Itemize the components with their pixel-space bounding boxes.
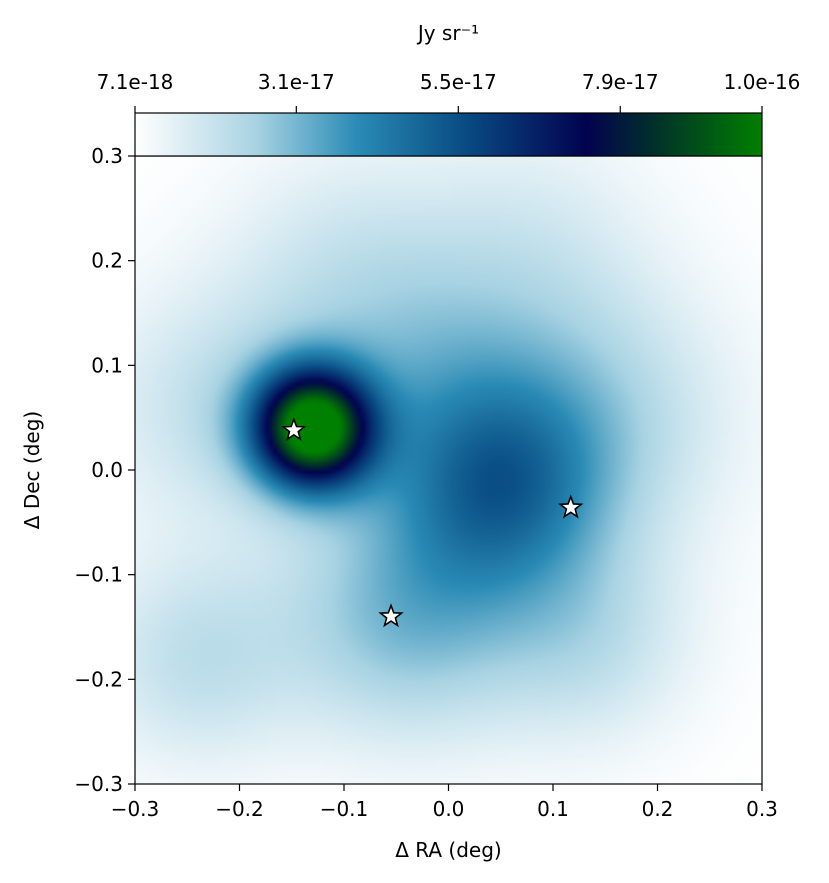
x-tick-label: −0.3	[111, 797, 160, 821]
y-axis-label: Δ Dec (deg)	[20, 411, 44, 529]
star-marker-1	[281, 416, 307, 441]
star-marker-2	[558, 494, 584, 519]
y-axis-ticks: −0.3 −0.2 −0.1 0.0 0.1 0.2 0.3	[74, 144, 135, 796]
colorbar-tick-label: 3.1e-17	[258, 70, 335, 94]
x-tick-label: 0.2	[642, 797, 674, 821]
y-tick-label: −0.3	[74, 772, 123, 796]
star-marker-3	[378, 603, 404, 628]
colorbar-tick-label: 5.5e-17	[420, 70, 497, 94]
y-tick-label: 0.3	[91, 144, 123, 168]
heatmap	[135, 156, 762, 784]
colorbar-tick-label: 1.0e-16	[724, 70, 801, 94]
y-tick-label: −0.1	[74, 563, 123, 587]
star-markers	[281, 416, 584, 628]
y-tick-label: 0.1	[91, 353, 123, 377]
x-tick-label: 0.0	[433, 797, 465, 821]
x-tick-label: −0.2	[215, 797, 264, 821]
colorbar-label: Jy sr⁻¹	[416, 21, 479, 45]
x-tick-label: 0.1	[537, 797, 569, 821]
heatmap-image	[135, 156, 762, 784]
y-tick-label: −0.2	[74, 667, 123, 691]
x-axis-ticks: −0.3 −0.2 −0.1 0.0 0.1 0.2 0.3	[111, 784, 778, 821]
x-tick-label: 0.3	[746, 797, 778, 821]
x-tick-label: −0.1	[320, 797, 369, 821]
y-tick-label: 0.2	[91, 249, 123, 273]
colorbar: 7.1e-18 3.1e-17 5.5e-17 7.9e-17 1.0e-16 Jy s…	[97, 21, 801, 157]
colorbar-ticks: 7.1e-18 3.1e-17 5.5e-17 7.9e-17 1.0e-16	[97, 70, 801, 113]
colorbar-tick-label: 7.9e-17	[582, 70, 659, 94]
x-axis-label: Δ RA (deg)	[395, 838, 501, 862]
y-tick-label: 0.0	[91, 458, 123, 482]
colorbar-gradient	[134, 112, 763, 157]
colorbar-tick-label: 7.1e-18	[97, 70, 174, 94]
